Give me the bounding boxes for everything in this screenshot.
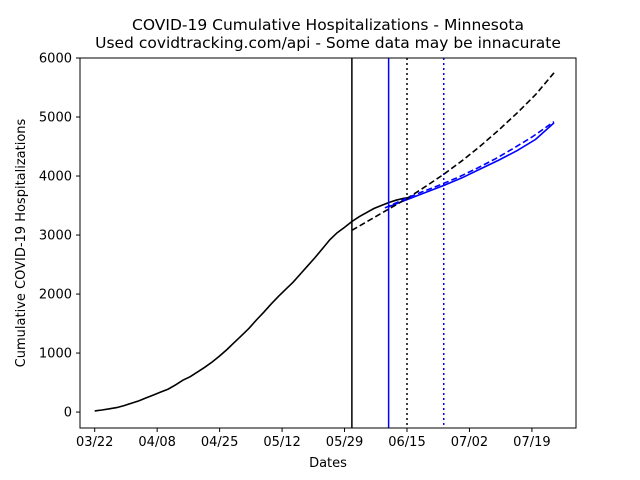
y-axis-label: Cumulative COVID-19 Hospitalizations (14, 118, 29, 367)
series-line-2 (351, 72, 555, 231)
x-axis-label: Dates (309, 456, 347, 471)
x-tick-label-7: 07/19 (513, 435, 550, 450)
y-tick-label-6: 6000 (39, 52, 72, 67)
chart-subtitle: Used covidtracking.com/api - Some data m… (95, 34, 561, 52)
y-tick-label-2: 2000 (39, 288, 72, 303)
series-line-3 (384, 121, 555, 209)
y-tick-label-4: 4000 (39, 170, 72, 185)
x-tick-label-6: 07/02 (451, 435, 488, 450)
y-tick-label-3: 3000 (39, 229, 72, 244)
y-tick-label-0: 0 (64, 406, 72, 421)
y-tick-label-5: 5000 (39, 111, 72, 126)
series-line-1 (388, 122, 555, 208)
series-line-0 (94, 196, 411, 412)
x-tick-label-1: 04/08 (138, 435, 175, 450)
y-tick-label-1: 1000 (39, 347, 72, 362)
plot-area-frame (79, 57, 577, 429)
chart-title: COVID-19 Cumulative Hospitalizations - M… (132, 16, 524, 34)
x-tick-label-0: 03/22 (76, 435, 113, 450)
x-tick-label-2: 04/25 (201, 435, 238, 450)
x-tick-label-3: 05/12 (263, 435, 300, 450)
x-tick-label-4: 05/29 (326, 435, 363, 450)
x-tick-label-5: 06/15 (388, 435, 425, 450)
